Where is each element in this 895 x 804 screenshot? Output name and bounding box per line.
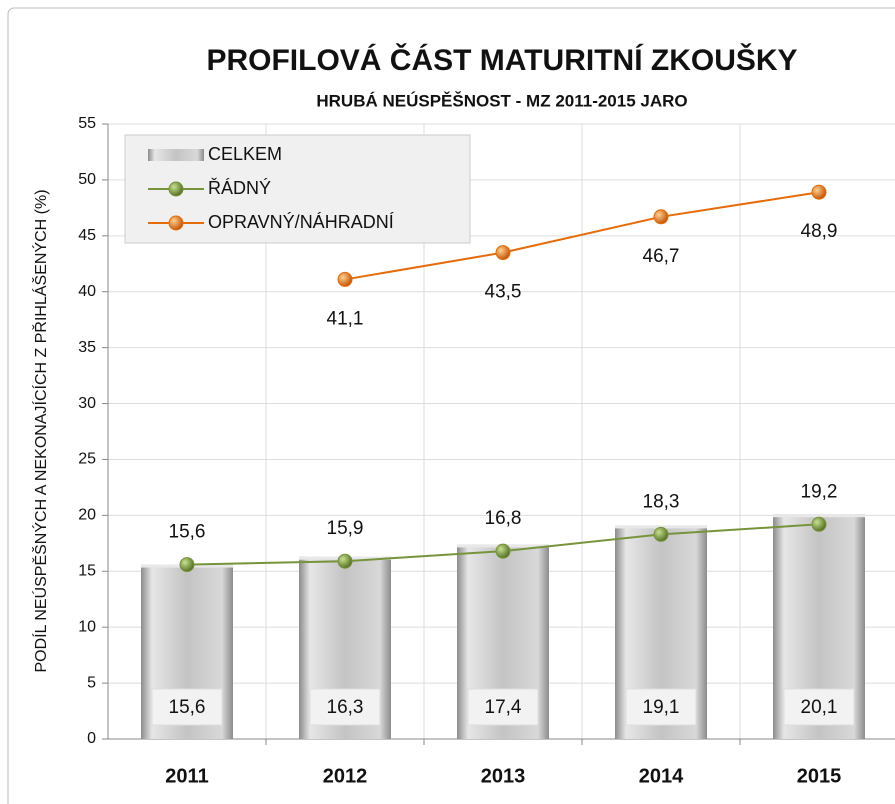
marker bbox=[653, 209, 669, 225]
x-tick-label: 2015 bbox=[797, 765, 842, 787]
data-label: 16,8 bbox=[485, 508, 522, 529]
chart-subtitle: HRUBÁ NEÚSPĚŠNOST - MZ 2011-2015 JARO bbox=[316, 91, 687, 110]
label-box bbox=[151, 688, 223, 726]
data-label: 18,3 bbox=[643, 491, 680, 512]
data-label: 43,5 bbox=[485, 282, 522, 303]
x-tick-label: 2013 bbox=[481, 765, 526, 787]
legend-label: ŘÁDNÝ bbox=[208, 178, 271, 198]
y-axis-label: PODÍL NEÚSPĚŠNÝCH A NEKONAJÍCÍCH Z PŘIHL… bbox=[31, 189, 50, 672]
data-label: 19,2 bbox=[801, 481, 838, 502]
marker bbox=[811, 184, 827, 200]
label-box bbox=[625, 688, 697, 726]
marker bbox=[495, 245, 511, 261]
data-label: 20,1 bbox=[801, 697, 838, 718]
y-tick-label: 20 bbox=[78, 507, 96, 524]
y-tick-label: 5 bbox=[87, 674, 96, 691]
label-box bbox=[467, 688, 539, 726]
data-label: 15,6 bbox=[169, 522, 206, 543]
y-tick-label: 45 bbox=[78, 227, 96, 244]
y-tick-label: 15 bbox=[78, 562, 96, 579]
data-label: 46,7 bbox=[643, 246, 680, 267]
data-label: 17,4 bbox=[485, 697, 522, 718]
x-tick-label: 2014 bbox=[639, 765, 684, 787]
y-tick-label: 10 bbox=[78, 618, 96, 635]
legend-marker bbox=[168, 181, 184, 197]
marker bbox=[811, 516, 827, 532]
chart-title: PROFILOVÁ ČÁST MATURITNÍ ZKOUŠKY bbox=[206, 43, 797, 77]
legend: CELKEM ŘÁDNÝ OPRAVNÝ/NÁHRADNÍ bbox=[124, 134, 471, 244]
legend-label: OPRAVNÝ/NÁHRADNÍ bbox=[208, 212, 394, 232]
data-label: 48,9 bbox=[801, 221, 838, 242]
data-label: 16,3 bbox=[327, 697, 364, 718]
y-tick-label: 40 bbox=[78, 283, 96, 300]
legend-marker bbox=[168, 215, 184, 231]
data-label: 15,6 bbox=[169, 697, 206, 718]
data-label: 15,9 bbox=[327, 518, 364, 539]
label-box bbox=[309, 688, 381, 726]
y-tick-label: 30 bbox=[78, 395, 96, 412]
marker bbox=[337, 553, 353, 569]
data-label: 41,1 bbox=[327, 308, 364, 329]
y-tick-label: 0 bbox=[87, 730, 96, 747]
line bbox=[344, 191, 820, 281]
y-tick-label: 35 bbox=[78, 339, 96, 356]
data-label: 19,1 bbox=[643, 697, 680, 718]
bar-top bbox=[773, 514, 865, 518]
x-tick-label: 2011 bbox=[165, 765, 208, 787]
marker bbox=[337, 271, 353, 287]
y-tick-label: 55 bbox=[78, 115, 96, 132]
marker bbox=[653, 526, 669, 542]
label-box bbox=[783, 688, 855, 726]
marker bbox=[495, 543, 511, 559]
y-tick-label: 25 bbox=[78, 451, 96, 468]
x-tick-label: 2012 bbox=[323, 765, 368, 787]
marker bbox=[179, 557, 195, 573]
y-tick-label: 50 bbox=[78, 171, 96, 188]
legend-label: CELKEM bbox=[208, 144, 282, 164]
legend-swatch bbox=[148, 149, 204, 161]
